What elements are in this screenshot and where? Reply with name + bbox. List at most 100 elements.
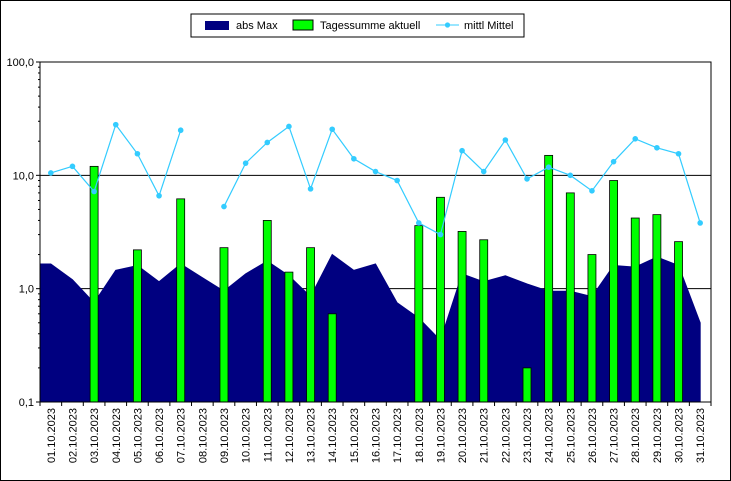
point-19.10.2023 bbox=[437, 231, 444, 238]
x-tick-label: 24.10.2023 bbox=[544, 408, 556, 463]
x-tick-label: 13.10.2023 bbox=[306, 408, 318, 463]
bar-12.10.2023 bbox=[284, 271, 294, 403]
bar-26.10.2023 bbox=[587, 254, 597, 403]
x-tick-label: 26.10.2023 bbox=[587, 408, 599, 463]
y-tick-label: 100,0 bbox=[6, 57, 34, 69]
point-21.10.2023 bbox=[480, 168, 487, 175]
bar-28.10.2023 bbox=[630, 217, 640, 403]
legend-swatch-abs-max bbox=[205, 21, 229, 30]
mittl-mittel-line bbox=[48, 121, 703, 238]
bar-23.10.2023 bbox=[522, 367, 532, 403]
y-tick-label: 0,1 bbox=[19, 397, 34, 409]
bar-13.10.2023 bbox=[306, 247, 315, 403]
x-tick-label: 06.10.2023 bbox=[154, 408, 166, 463]
point-28.10.2023 bbox=[632, 136, 639, 142]
point-07.10.2023 bbox=[177, 127, 184, 134]
x-tick-label: 01.10.2023 bbox=[46, 408, 58, 463]
bar-11.10.2023 bbox=[262, 220, 272, 403]
point-16.10.2023 bbox=[372, 168, 379, 175]
bar-19.10.2023 bbox=[436, 196, 445, 403]
bar-20.10.2023 bbox=[457, 231, 467, 403]
point-27.10.2023 bbox=[610, 158, 617, 165]
y-tick-label: 1,0 bbox=[19, 284, 34, 296]
y-axis: 0,1 1,0 10,0 100,0 bbox=[6, 57, 40, 409]
x-tick-label: 05.10.2023 bbox=[132, 408, 144, 463]
point-10.10.2023 bbox=[242, 160, 249, 166]
x-tick-label: 29.10.2023 bbox=[652, 408, 664, 463]
point-20.10.2023 bbox=[459, 147, 465, 154]
bar-09.10.2023 bbox=[219, 247, 229, 403]
bar-03.10.2023 bbox=[89, 165, 99, 403]
x-tick-label: 17.10.2023 bbox=[392, 408, 404, 463]
point-17.10.2023 bbox=[394, 177, 400, 184]
x-tick-label: 18.10.2023 bbox=[414, 408, 426, 463]
bar-07.10.2023 bbox=[176, 198, 186, 403]
x-tick-label: 14.10.2023 bbox=[327, 408, 339, 463]
point-03.10.2023 bbox=[91, 188, 97, 195]
x-tick-label: 08.10.2023 bbox=[197, 408, 209, 463]
x-tick-label: 10.10.2023 bbox=[241, 408, 253, 463]
abs-max-area-shape bbox=[39, 253, 701, 403]
bar-25.10.2023 bbox=[565, 192, 575, 403]
x-tick-label: 07.10.2023 bbox=[176, 408, 188, 463]
x-tick-label: 23.10.2023 bbox=[522, 408, 534, 463]
point-31.10.2023 bbox=[697, 220, 703, 226]
x-tick-label: 12.10.2023 bbox=[284, 408, 296, 463]
point-12.10.2023 bbox=[286, 123, 292, 130]
x-tick-label: 28.10.2023 bbox=[630, 408, 642, 463]
plot-area-frame bbox=[39, 61, 712, 403]
x-tick-label: 19.10.2023 bbox=[435, 408, 447, 463]
point-05.10.2023 bbox=[134, 150, 141, 157]
point-23.10.2023 bbox=[524, 176, 530, 182]
point-09.10.2023 bbox=[221, 203, 227, 210]
legend-swatch-tagessumme bbox=[292, 19, 314, 31]
point-30.10.2023 bbox=[675, 150, 682, 157]
point-25.10.2023 bbox=[567, 172, 574, 179]
x-tick-label: 27.10.2023 bbox=[609, 408, 621, 463]
x-tick-label: 22.10.2023 bbox=[500, 408, 512, 463]
bar-14.10.2023 bbox=[327, 313, 337, 403]
x-axis: 01.10.2023 02.10.2023 03.10.2023 04.10.2023… bbox=[39, 402, 712, 463]
bar-18.10.2023 bbox=[414, 225, 424, 403]
point-04.10.2023 bbox=[112, 121, 119, 128]
x-tick-label: 30.10.2023 bbox=[674, 408, 686, 463]
point-11.10.2023 bbox=[264, 139, 271, 146]
x-tick-label: 02.10.2023 bbox=[67, 408, 79, 463]
bar-24.10.2023 bbox=[544, 154, 554, 403]
abs-max-area bbox=[39, 253, 701, 403]
point-01.10.2023 bbox=[48, 170, 54, 176]
bar-05.10.2023 bbox=[132, 249, 142, 403]
point-02.10.2023 bbox=[69, 163, 76, 170]
bar-27.10.2023 bbox=[609, 180, 618, 403]
legend-label-abs-max: abs Max bbox=[236, 20, 278, 32]
x-tick-label: 16.10.2023 bbox=[371, 408, 383, 463]
x-tick-label: 20.10.2023 bbox=[457, 408, 469, 463]
x-tick-label: 15.10.2023 bbox=[349, 408, 361, 463]
tagessumme-bars bbox=[89, 154, 683, 403]
point-15.10.2023 bbox=[351, 155, 357, 162]
x-tick-label: 11.10.2023 bbox=[262, 408, 274, 462]
x-tick-label: 09.10.2023 bbox=[219, 408, 231, 463]
x-tick-label: 21.10.2023 bbox=[479, 408, 491, 463]
point-18.10.2023 bbox=[415, 220, 422, 226]
x-tick-label: 04.10.2023 bbox=[111, 408, 123, 463]
legend: abs Max Tagessumme aktuell mittl Mittel bbox=[190, 13, 525, 38]
legend-label-tagessumme: Tagessumme aktuell bbox=[320, 20, 420, 32]
point-24.10.2023 bbox=[545, 164, 552, 170]
bar-29.10.2023 bbox=[652, 214, 662, 403]
y-tick-label: 10,0 bbox=[13, 170, 34, 182]
point-29.10.2023 bbox=[654, 144, 660, 151]
legend-box bbox=[190, 13, 525, 38]
x-tick-label: 31.10.2023 bbox=[695, 408, 707, 463]
point-14.10.2023 bbox=[329, 126, 336, 133]
point-06.10.2023 bbox=[156, 192, 162, 199]
legend-marker-mittl-mittel bbox=[444, 22, 451, 28]
point-26.10.2023 bbox=[589, 188, 595, 194]
point-13.10.2023 bbox=[307, 186, 314, 192]
bar-21.10.2023 bbox=[479, 239, 489, 403]
bar-30.10.2023 bbox=[674, 241, 683, 403]
x-tick-label: 25.10.2023 bbox=[565, 408, 577, 463]
x-tick-label: 03.10.2023 bbox=[89, 408, 101, 463]
point-22.10.2023 bbox=[502, 137, 509, 143]
